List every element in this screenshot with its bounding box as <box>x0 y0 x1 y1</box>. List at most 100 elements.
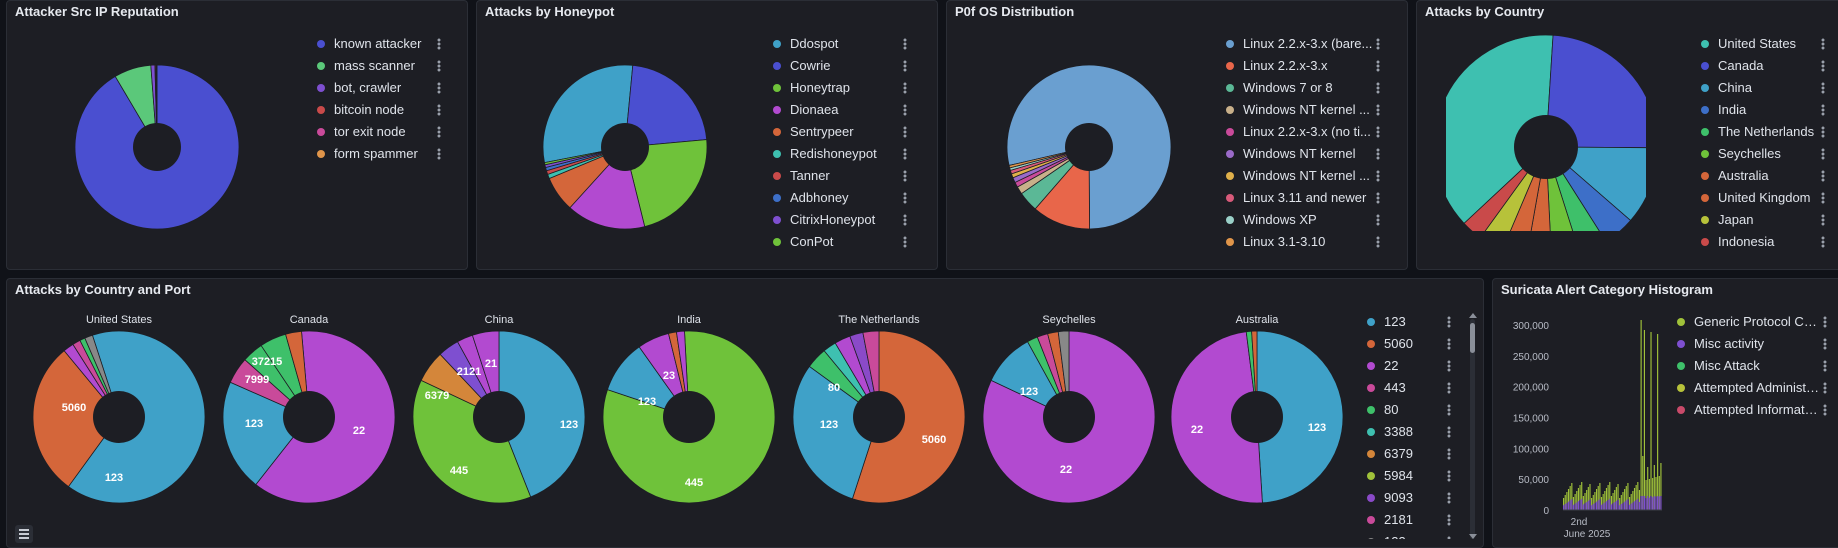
histogram-bar[interactable] <box>1610 504 1612 510</box>
legend-options-icon[interactable] <box>1821 148 1825 160</box>
legend-item[interactable]: Linux 2.2.x-3.x <box>1226 55 1396 77</box>
histogram-bar[interactable] <box>1647 496 1649 510</box>
legend-options-icon[interactable] <box>1376 38 1380 50</box>
histogram-bar[interactable] <box>1620 504 1622 510</box>
histogram-bar[interactable] <box>1627 499 1629 510</box>
legend-item[interactable]: United States <box>1701 33 1838 55</box>
reputation-pie[interactable] <box>57 47 257 247</box>
legend-item[interactable]: 9093 <box>1367 487 1467 509</box>
histogram-bar[interactable] <box>1572 497 1575 510</box>
histogram-bar[interactable] <box>1602 503 1604 510</box>
legend-options-icon[interactable] <box>1376 192 1380 204</box>
histogram-bar[interactable] <box>1612 503 1614 510</box>
histogram-bar[interactable] <box>1619 498 1621 510</box>
legend-options-icon[interactable] <box>903 148 907 160</box>
legend-options-icon[interactable] <box>1447 316 1451 328</box>
histogram-bar[interactable] <box>1643 496 1645 510</box>
legend-options-icon[interactable] <box>1823 360 1827 372</box>
histogram-bar[interactable] <box>1600 504 1603 510</box>
legend-item[interactable]: Linux 2.2.x-3.x (bare... <box>1226 33 1396 55</box>
histogram-bar[interactable] <box>1563 498 1565 510</box>
histogram-bar[interactable] <box>1622 502 1624 510</box>
histogram-bar[interactable] <box>1627 483 1629 510</box>
legend-item[interactable]: 3388 <box>1367 421 1467 443</box>
pie-svg[interactable]: 123 22 <box>974 327 1164 507</box>
legend-options-icon[interactable] <box>903 104 907 116</box>
legend-options-icon[interactable] <box>1821 60 1825 72</box>
legend-item[interactable]: bitcoin node <box>317 99 457 121</box>
histogram-bar[interactable] <box>1584 503 1586 510</box>
legend-item[interactable]: form spammer <box>317 143 457 165</box>
histogram-bar[interactable] <box>1582 504 1584 510</box>
legend-item[interactable]: Dionaea <box>773 99 923 121</box>
histogram-bar[interactable] <box>1569 486 1571 510</box>
country-pie[interactable] <box>1446 31 1646 231</box>
legend-item[interactable]: Sentrypeer <box>773 121 923 143</box>
histogram-bar[interactable] <box>1615 500 1617 510</box>
histogram-bar[interactable] <box>1605 488 1608 510</box>
legend-item[interactable]: Honeytrap <box>773 77 923 99</box>
legend-options-icon[interactable] <box>1447 404 1451 416</box>
histogram-bar[interactable] <box>1645 498 1647 510</box>
histogram-bar[interactable] <box>1567 489 1570 510</box>
histogram-bar[interactable] <box>1599 499 1601 510</box>
histogram-bar[interactable] <box>1643 330 1645 510</box>
legend-options-icon[interactable] <box>1376 148 1380 160</box>
legend-item[interactable]: 22 <box>1367 355 1467 377</box>
histogram-bar[interactable] <box>1596 501 1598 510</box>
histogram-bar[interactable] <box>1569 500 1571 510</box>
legend-options-icon[interactable] <box>903 170 907 182</box>
histogram-bar[interactable] <box>1571 499 1573 510</box>
histogram-bar[interactable] <box>1610 496 1612 510</box>
pie-slice[interactable] <box>1480 146 1547 231</box>
country-port-pie[interactable]: Canada 37215 7999 123 22 <box>214 314 404 509</box>
legend-options-icon[interactable] <box>1376 170 1380 182</box>
histogram-bar[interactable] <box>1563 505 1565 510</box>
histogram-bar[interactable] <box>1624 501 1626 510</box>
histogram-bar[interactable] <box>1596 489 1598 510</box>
histogram-bar[interactable] <box>1564 504 1566 510</box>
legend-item[interactable]: Indonesia <box>1701 231 1838 253</box>
legend-item[interactable]: Tanner <box>773 165 923 187</box>
legend-item[interactable]: Misc activity <box>1677 333 1838 355</box>
histogram-bar[interactable] <box>1581 498 1583 510</box>
histogram-bar[interactable] <box>1653 465 1655 510</box>
pie-slice[interactable] <box>412 379 532 504</box>
legend-item[interactable]: The Netherlands <box>1701 121 1838 143</box>
legend-item[interactable]: bot, crawler <box>317 77 457 99</box>
legend-options-icon[interactable] <box>903 38 907 50</box>
legend-item[interactable]: 443 <box>1367 377 1467 399</box>
histogram-bar[interactable] <box>1579 500 1581 510</box>
legend-item[interactable]: 123 <box>1367 531 1467 539</box>
histogram-bar[interactable] <box>1652 478 1654 510</box>
legend-options-icon[interactable] <box>1823 316 1827 328</box>
histogram-bar[interactable] <box>1650 496 1652 510</box>
histogram-bar[interactable] <box>1592 495 1594 510</box>
legend-options-icon[interactable] <box>1447 514 1451 526</box>
histogram-bar[interactable] <box>1635 485 1637 510</box>
histogram-bar[interactable] <box>1574 503 1576 510</box>
histogram-bar[interactable] <box>1602 494 1604 510</box>
histogram-bar[interactable] <box>1657 496 1659 510</box>
legend-options-icon[interactable] <box>903 214 907 226</box>
histogram-bar[interactable] <box>1653 496 1655 510</box>
histogram-bar[interactable] <box>1581 482 1583 510</box>
legend-options-icon[interactable] <box>1376 126 1380 138</box>
histogram-bar[interactable] <box>1574 494 1576 510</box>
histogram-bar[interactable] <box>1594 492 1596 510</box>
legend-toggle-icon[interactable] <box>15 525 33 543</box>
legend-item[interactable]: Windows NT kernel ... <box>1226 165 1396 187</box>
legend-options-icon[interactable] <box>1821 236 1825 248</box>
histogram-bar[interactable] <box>1605 501 1608 510</box>
legend-options-icon[interactable] <box>1376 82 1380 94</box>
legend-item[interactable]: Attempted Information L... <box>1677 399 1838 421</box>
legend-item[interactable]: China <box>1701 77 1838 99</box>
histogram-bar[interactable] <box>1587 500 1589 510</box>
pie-svg[interactable]: 23 123 445 <box>594 327 784 507</box>
legend-item[interactable]: 80 <box>1367 399 1467 421</box>
histogram-bar[interactable] <box>1612 493 1614 510</box>
histogram-bar[interactable] <box>1642 456 1644 510</box>
legend-item[interactable]: Windows NT kernel <box>1226 143 1396 165</box>
histogram-bar[interactable] <box>1617 499 1619 510</box>
legend-item[interactable]: Windows NT kernel ... <box>1226 99 1396 121</box>
